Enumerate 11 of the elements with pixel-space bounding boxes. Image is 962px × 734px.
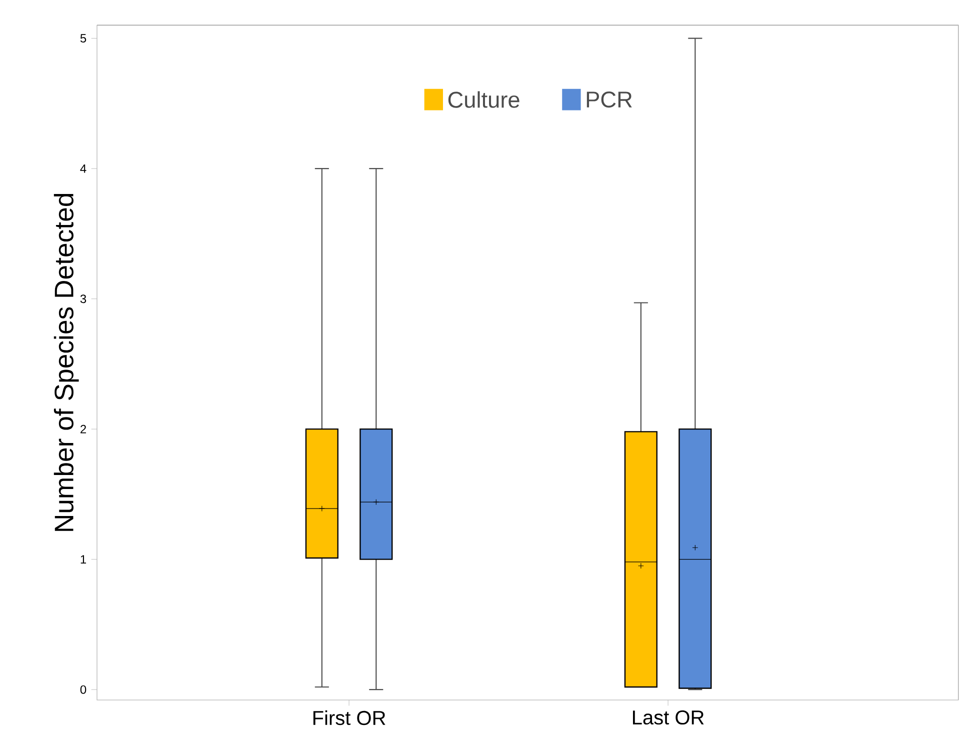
y-axis-title: Number of Species Detected [54,194,79,531]
y-tick-label: 4 [80,164,86,173]
x-tick-label: First OR [313,710,386,726]
y-tick-label: 2 [80,424,86,434]
y-tick-label: 3 [80,294,86,304]
y-tick-label: 5 [80,34,86,43]
y-tick-label: 0 [80,685,86,694]
y-tick-label: 1 [80,555,86,564]
legend-label: Culture [448,91,520,108]
x-tick-label: Last OR [632,710,704,725]
legend-label: PCR [586,92,632,108]
